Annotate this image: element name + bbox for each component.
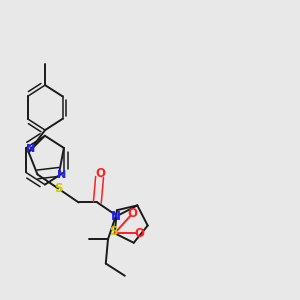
Text: S: S xyxy=(54,182,62,195)
Text: O: O xyxy=(95,167,105,180)
Text: N: N xyxy=(57,169,66,180)
Text: S: S xyxy=(109,225,117,238)
Text: N: N xyxy=(111,210,121,224)
Text: O: O xyxy=(128,207,137,220)
Text: N: N xyxy=(26,144,36,154)
Text: O: O xyxy=(135,227,145,240)
